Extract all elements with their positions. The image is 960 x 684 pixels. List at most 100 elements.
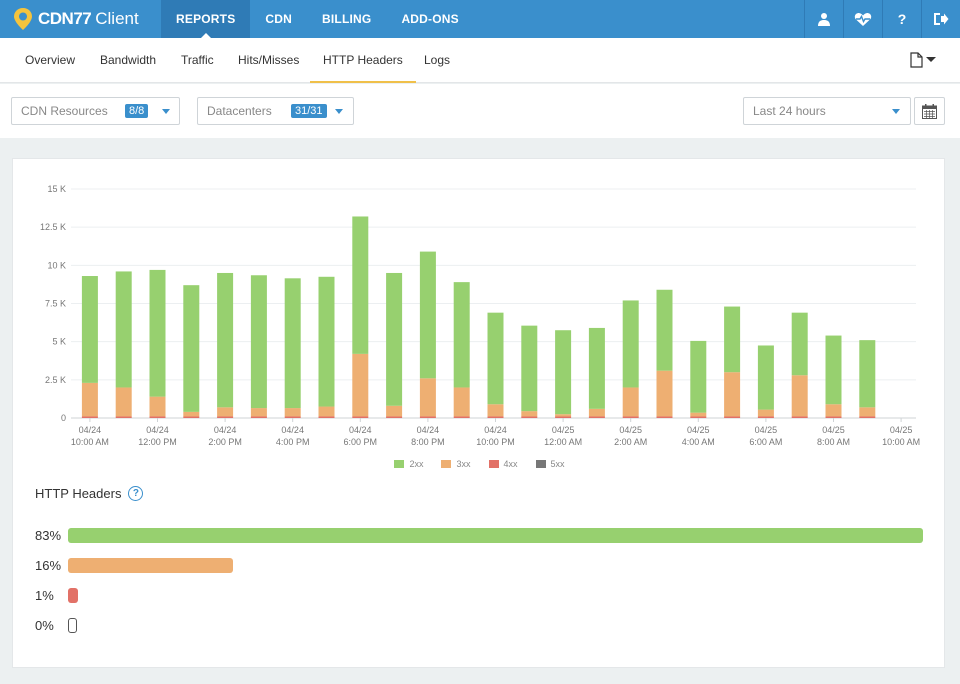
tab-overview[interactable]: Overview [25,53,76,67]
bar-segment-3xx [656,370,673,417]
bar-segment-2xx [690,340,707,413]
bar-segment-4xx [284,416,301,418]
bar-segment-3xx [115,387,132,417]
bar-segment-4xx [386,416,403,418]
help-icon[interactable]: ? [882,0,921,38]
datacenters-badge: 31/31 [291,104,327,118]
percentage-row-4xx: 1% [35,587,78,603]
x-tick-date: 04/25 [552,425,575,435]
bar-segment-4xx [352,416,369,418]
x-tick-date: 04/25 [755,425,778,435]
bar-segment-3xx [419,378,436,417]
percentage-label: 83% [35,527,62,543]
nav-billing[interactable]: BILLING [322,12,372,26]
bar-segment-4xx [487,416,504,418]
x-tick-time: 10:00 AM [71,437,109,447]
bar-segment-4xx [217,416,234,418]
x-tick-time: 6:00 PM [344,437,378,447]
brand-name: CDN77 [38,9,92,28]
x-tick-date: 04/24 [146,425,169,435]
bar-segment-3xx [284,408,301,417]
tab-http-headers[interactable]: HTTP Headers [310,38,416,83]
bar-segment-2xx [318,276,335,407]
period-label: Last 24 hours [753,104,826,118]
x-tick-time: 12:00 PM [138,437,177,447]
bar-segment-3xx [453,387,470,417]
bar-segment-3xx [555,414,572,417]
x-tick-time: 8:00 AM [817,437,850,447]
bar-segment-3xx [81,382,98,417]
bar-segment-3xx [386,405,403,417]
percentage-bar [68,557,233,573]
bar-segment-2xx [149,269,166,397]
tab-hits-misses[interactable]: Hits/Misses [238,53,300,67]
bar-segment-2xx [386,272,403,406]
bar-segment-2xx [183,285,200,412]
bar-segment-2xx [284,278,301,409]
top-nav: REPORTS CDN BILLING ADD-ONS [161,0,474,38]
percentage-row-2xx: 83% [35,527,923,543]
bar-segment-3xx [352,353,369,417]
chart-legend: 2xx 3xx 4xx 5xx [13,459,946,469]
calendar-button[interactable] [914,97,945,125]
bar-segment-2xx [757,345,774,410]
percentage-label: 16% [35,557,62,573]
percentage-row-0: 0% [35,617,77,633]
x-tick-time: 8:00 PM [411,437,445,447]
cdn-resources-select[interactable]: CDN Resources 8/8 [11,97,180,125]
bar-segment-2xx [791,312,808,376]
x-tick-date: 04/25 [822,425,845,435]
legend-label: 3xx [456,459,471,469]
legend-swatch [488,460,499,468]
http-headers-heading: HTTP Headers ? [35,486,144,501]
bar-segment-4xx [419,416,436,418]
nav-cdn[interactable]: CDN [265,12,293,26]
bar-segment-3xx [487,404,504,417]
datacenters-label: Datacenters [207,104,272,118]
legend-label: 2xx [409,459,424,469]
bar-segment-2xx [250,275,267,409]
legend-swatch [394,460,405,468]
brand-logo[interactable]: CDN77 Client [0,0,161,38]
cdn-resources-label: CDN Resources [21,104,108,118]
legend-item-4xx[interactable]: 4xx [488,459,518,469]
nav-add-ons[interactable]: ADD-ONS [401,12,459,26]
period-select[interactable]: Last 24 hours [743,97,911,125]
legend-item-2xx[interactable]: 2xx [394,459,423,469]
bar-segment-3xx [724,372,741,417]
y-tick-label: 7.5 K [45,299,66,309]
bar-segment-2xx [656,289,673,371]
caret-down-icon [892,109,900,114]
bar-segment-4xx [791,416,808,418]
percentage-bar [68,617,77,633]
bar-segment-4xx [183,416,200,418]
datacenters-select[interactable]: Datacenters 31/31 [197,97,354,125]
y-tick-label: 2.5 K [45,375,66,385]
export-button[interactable] [910,52,936,68]
bar-segment-3xx [757,409,774,417]
heartbeat-icon[interactable] [843,0,882,38]
legend-item-5xx[interactable]: 5xx [535,459,565,469]
logout-icon[interactable] [921,0,960,38]
bar-segment-2xx [859,340,876,408]
x-tick-time: 12:00 AM [544,437,582,447]
bar-segment-2xx [724,306,741,373]
tab-logs[interactable]: Logs [424,53,451,67]
bar-segment-2xx [115,271,132,388]
filter-bar: CDN Resources 8/8 Datacenters 31/31 Last… [0,84,960,138]
legend-item-3xx[interactable]: 3xx [441,459,471,469]
user-icon[interactable] [804,0,843,38]
x-tick-date: 04/24 [484,425,507,435]
http-headers-title: HTTP Headers [35,486,122,501]
bar-segment-3xx [521,411,538,417]
nav-reports[interactable]: REPORTS [161,0,251,38]
question-icon[interactable]: ? [128,486,144,501]
brand-suffix: Client [95,9,139,28]
chevron-down-icon [926,57,936,62]
x-tick-date: 04/25 [619,425,642,435]
y-tick-label: 0 [61,413,66,423]
tab-traffic[interactable]: Traffic [181,53,214,67]
bar-segment-3xx [318,406,335,417]
bar-segment-2xx [419,251,436,379]
tab-bandwidth[interactable]: Bandwidth [100,53,157,67]
